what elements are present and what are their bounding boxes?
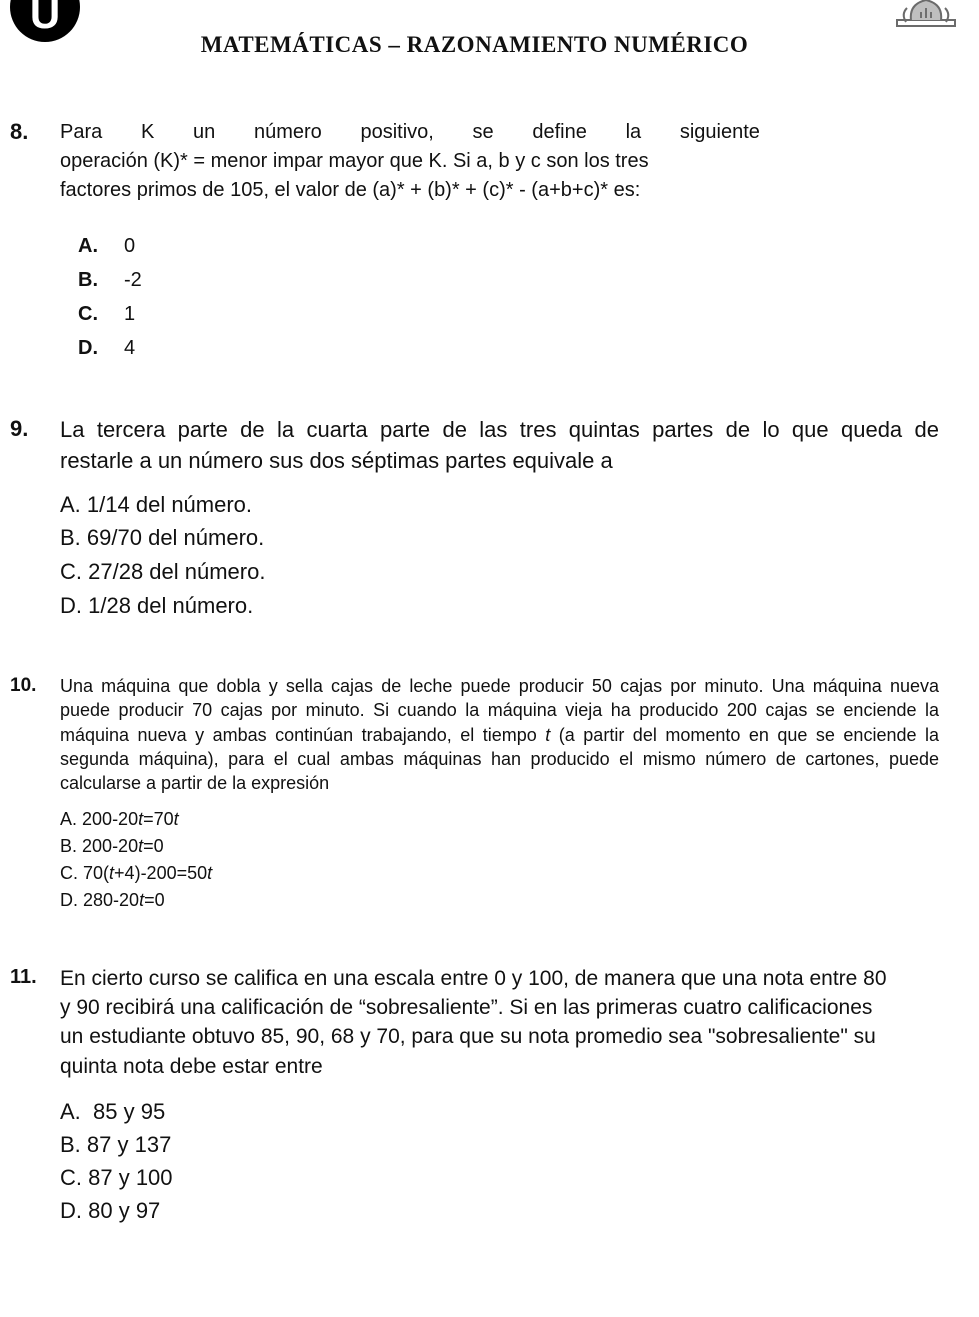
option-d: D. 280-20t=0 bbox=[60, 887, 939, 914]
option-text: -2 bbox=[124, 263, 142, 297]
question-stem: Una máquina que dobla y sella cajas de l… bbox=[60, 674, 939, 795]
expr-seg: =0 bbox=[144, 890, 165, 910]
option-b: B. 69/70 del número. bbox=[60, 522, 939, 554]
stem-line-2: restarle a un número sus dos séptimas pa… bbox=[60, 446, 939, 477]
option-b: B. 87 y 137 bbox=[60, 1128, 939, 1161]
stem-word: se bbox=[473, 118, 494, 147]
option-letter: A. bbox=[60, 809, 77, 829]
option-text: 27/28 del número. bbox=[88, 559, 265, 584]
question-11: 11. En cierto curso se califica en una e… bbox=[10, 964, 939, 1228]
option-letter: B. bbox=[60, 1132, 81, 1157]
stem-word: siguiente bbox=[680, 118, 760, 147]
option-a: A. 1/14 del número. bbox=[60, 489, 939, 521]
stem-text: La tercera parte de la cuarta parte de l… bbox=[60, 417, 939, 442]
option-text: 69/70 del número. bbox=[87, 525, 264, 550]
option-letter: D. bbox=[60, 890, 78, 910]
option-text: 0 bbox=[124, 229, 135, 263]
stem-word: positivo, bbox=[360, 118, 433, 147]
question-number: 10. bbox=[10, 674, 60, 913]
options-list: A. 1/14 del número. B. 69/70 del número.… bbox=[60, 489, 939, 623]
option-text: 1/14 del número. bbox=[87, 492, 252, 517]
stem-word: define bbox=[532, 118, 587, 147]
option-letter: D. bbox=[60, 1198, 82, 1223]
option-letter: C. bbox=[78, 297, 124, 331]
option-c: C. 87 y 100 bbox=[60, 1161, 939, 1194]
option-letter: C. bbox=[60, 1165, 82, 1190]
question-stem: Para Kun número positivo, se define la siguient… bbox=[60, 118, 939, 205]
option-text: 280-20t=0 bbox=[83, 890, 165, 910]
header-decor: U bbox=[0, 0, 979, 60]
expr-seg: =0 bbox=[143, 836, 164, 856]
stem-word: un bbox=[193, 118, 215, 147]
options-list: A. 200-20t=70t B. 200-20t=0 C. 70(t+4)-2… bbox=[60, 806, 939, 914]
option-d: D. 1/28 del número. bbox=[60, 590, 939, 622]
expr-seg: 200-20 bbox=[82, 809, 138, 829]
option-letter: A. bbox=[60, 492, 81, 517]
expr-seg: 280-20 bbox=[83, 890, 139, 910]
question-number: 9. bbox=[10, 415, 60, 624]
expr-seg: 70( bbox=[83, 863, 109, 883]
option-letter: B. bbox=[78, 263, 124, 297]
option-d: D. 4 bbox=[78, 331, 939, 365]
question-body: La tercera parte de la cuarta parte de l… bbox=[60, 415, 939, 624]
stem-word: la bbox=[626, 118, 642, 147]
expr-seg: =70 bbox=[143, 809, 174, 829]
top-right-ornament-icon bbox=[891, 0, 961, 30]
stem-word: Para bbox=[60, 118, 102, 147]
top-left-glyph: U bbox=[30, 0, 60, 38]
question-number: 8. bbox=[10, 118, 60, 365]
question-9: 9. La tercera parte de la cuarta parte d… bbox=[10, 415, 939, 624]
option-text: 200-20t=70t bbox=[82, 809, 179, 829]
option-text: 1/28 del número. bbox=[88, 593, 253, 618]
option-letter: A. bbox=[60, 1099, 81, 1124]
options-list: A. 0 B. -2 C. 1 D. 4 bbox=[60, 229, 939, 365]
option-c: C. 70(t+4)-200=50t bbox=[60, 860, 939, 887]
option-text: 70(t+4)-200=50t bbox=[83, 863, 212, 883]
option-a: A. 0 bbox=[78, 229, 939, 263]
option-letter: B. bbox=[60, 525, 81, 550]
option-b: B. -2 bbox=[78, 263, 939, 297]
option-a: A. 85 y 95 bbox=[60, 1095, 939, 1128]
expr-it: t bbox=[207, 863, 212, 883]
expr-seg: 200-20 bbox=[82, 836, 138, 856]
option-c: C. 1 bbox=[78, 297, 939, 331]
option-d: D. 80 y 97 bbox=[60, 1194, 939, 1227]
question-number: 11. bbox=[10, 964, 60, 1228]
option-a: A. 200-20t=70t bbox=[60, 806, 939, 833]
question-stem: En cierto curso se califica en una escal… bbox=[60, 964, 890, 1082]
option-letter: C. bbox=[60, 863, 78, 883]
question-body: Una máquina que dobla y sella cajas de l… bbox=[60, 674, 939, 913]
stem-line-2: operación (K)* = menor impar mayor que K… bbox=[60, 147, 939, 176]
top-left-badge: U bbox=[10, 0, 80, 42]
option-b: B. 200-20t=0 bbox=[60, 833, 939, 860]
question-10: 10. Una máquina que dobla y sella cajas … bbox=[10, 674, 939, 913]
expr-seg: +4)-200=50 bbox=[114, 863, 207, 883]
question-body: Para Kun número positivo, se define la siguient… bbox=[60, 118, 939, 365]
option-text: 4 bbox=[124, 331, 135, 365]
option-c: C. 27/28 del número. bbox=[60, 556, 939, 588]
question-body: En cierto curso se califica en una escal… bbox=[60, 964, 939, 1228]
question-8: 8. Para Kun número positivo, se define la sigui… bbox=[10, 118, 939, 365]
stem-line-3: factores primos de 105, el valor de (a)*… bbox=[60, 176, 939, 205]
option-letter: B. bbox=[60, 836, 77, 856]
option-letter: D. bbox=[60, 593, 82, 618]
question-stem: La tercera parte de la cuarta parte de l… bbox=[60, 415, 939, 477]
stem-word: número bbox=[254, 118, 322, 147]
option-text: 87 y 100 bbox=[88, 1165, 172, 1190]
option-letter: C. bbox=[60, 559, 82, 584]
option-text: 87 y 137 bbox=[87, 1132, 171, 1157]
stem-line-1: Para Kun número positivo, se define la siguient… bbox=[60, 118, 760, 147]
stem-line-1: La tercera parte de la cuarta parte de l… bbox=[60, 415, 939, 446]
option-text: 1 bbox=[124, 297, 135, 331]
expr-it: t bbox=[174, 809, 179, 829]
options-list: A. 85 y 95 B. 87 y 137 C. 87 y 100 D. 80… bbox=[60, 1095, 939, 1227]
option-letter: A. bbox=[78, 229, 124, 263]
option-text: 200-20t=0 bbox=[82, 836, 164, 856]
page: U MATEMÁTICAS – RAZONAMIENTO NUMÉRICO 8.… bbox=[0, 0, 979, 1317]
option-letter: D. bbox=[78, 331, 124, 365]
option-text: 85 y 95 bbox=[93, 1099, 165, 1124]
option-text: 80 y 97 bbox=[88, 1198, 160, 1223]
stem-word: K bbox=[141, 118, 154, 147]
